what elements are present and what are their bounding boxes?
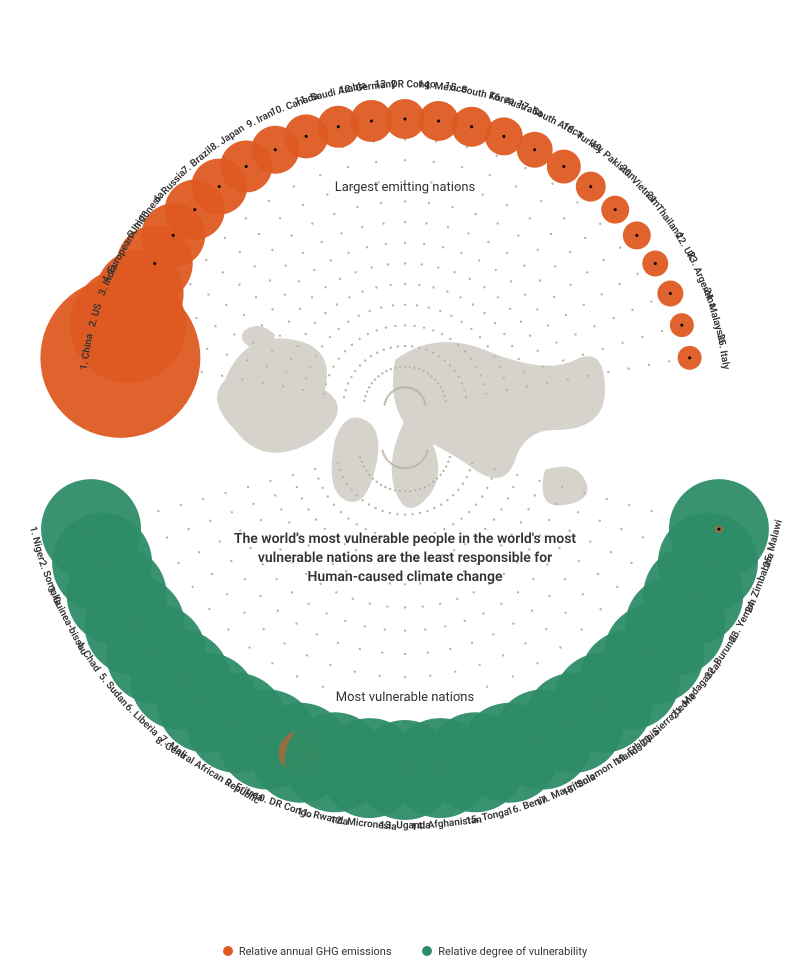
legend-item-emissions: Relative annual GHG emissions (223, 945, 392, 958)
center-statement: The world's most vulnerable people in th… (175, 530, 635, 587)
bottom-arc-title: Most vulnerable nations (255, 690, 555, 705)
climate-arc-chart: 1. China2. US3. India4. European Union5.… (0, 0, 810, 971)
legend: Relative annual GHG emissions Relative d… (0, 945, 810, 960)
legend-swatch-vulnerability (422, 946, 432, 956)
legend-swatch-emissions (223, 946, 233, 956)
legend-item-vulnerability: Relative degree of vulnerability (422, 945, 587, 958)
top-arc-title: Largest emitting nations (255, 180, 555, 195)
legend-label-emissions: Relative annual GHG emissions (239, 945, 392, 958)
arc-label: 25. Italy (714, 333, 731, 370)
legend-label-vulnerability: Relative degree of vulnerability (438, 945, 587, 958)
